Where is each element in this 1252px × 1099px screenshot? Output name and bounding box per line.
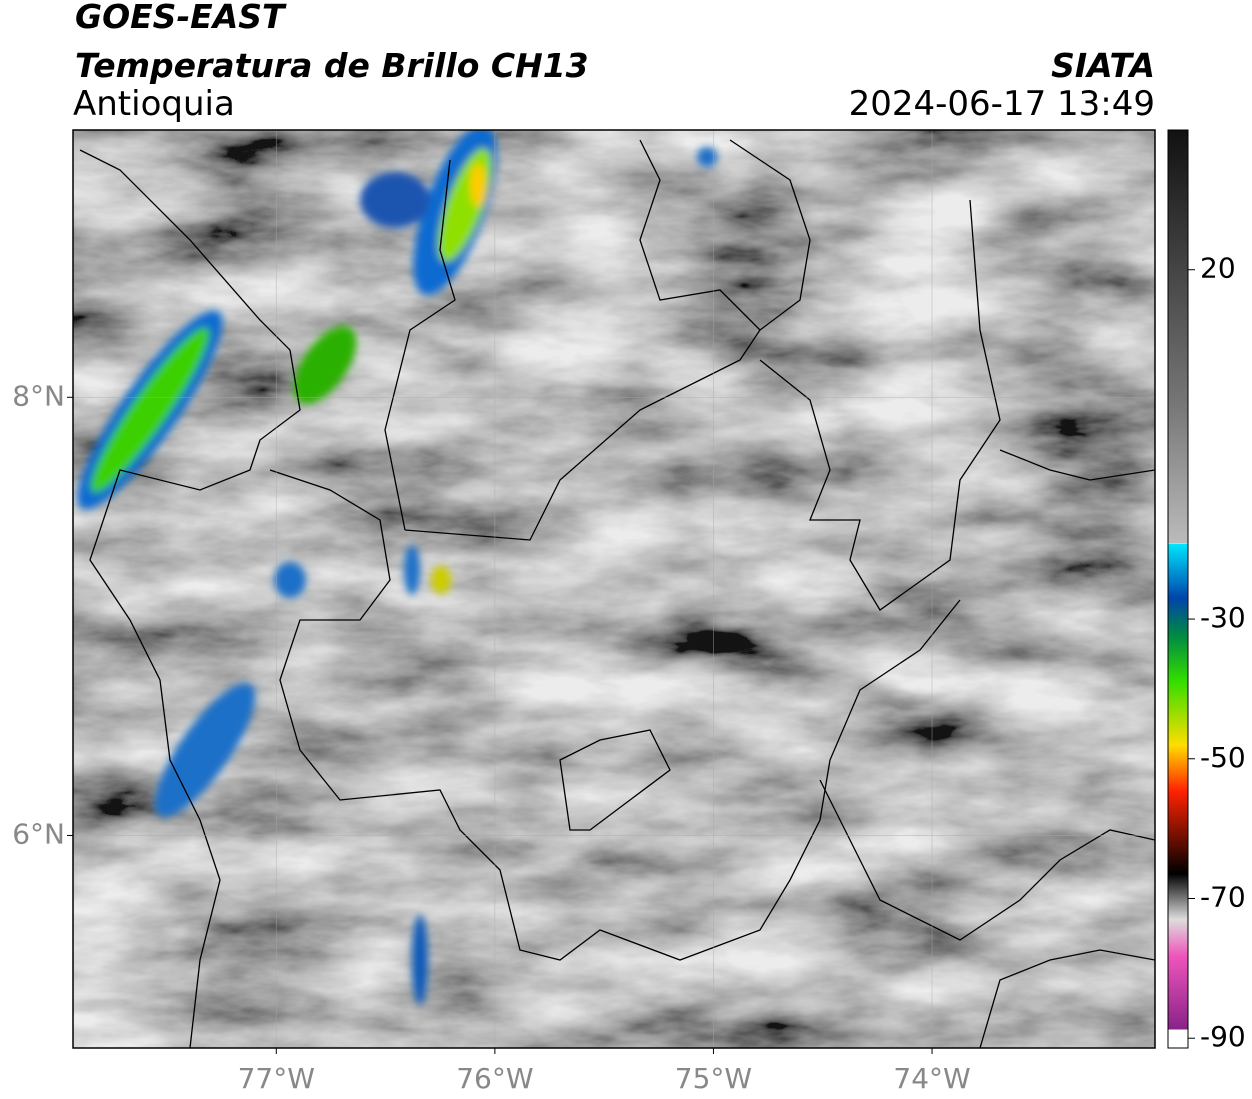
x-tick-label: 76°W bbox=[456, 1062, 533, 1095]
datetime: 2024-06-17 13:49 bbox=[849, 84, 1155, 124]
x-tick-label: 75°W bbox=[675, 1062, 752, 1095]
cloud-texture bbox=[73, 130, 1155, 1048]
product: Temperatura de Brillo CH13 bbox=[75, 46, 589, 85]
boundaries bbox=[79, 139, 1155, 1048]
colorbar bbox=[1167, 129, 1189, 1049]
x-tick-label: 74°W bbox=[893, 1062, 970, 1095]
colorbar-tick-label: 20 bbox=[1200, 252, 1236, 285]
cold-clouds bbox=[77, 130, 717, 1005]
colorbar-tick-label: -30 bbox=[1200, 601, 1246, 634]
colorbar-tick-label: -90 bbox=[1200, 1020, 1246, 1053]
colorbar-tick-label: -70 bbox=[1200, 880, 1246, 913]
satellite: GOES-EAST bbox=[75, 0, 287, 36]
y-tick-label: 6°N bbox=[12, 817, 65, 850]
region: Antioquia bbox=[73, 84, 235, 124]
gridlines bbox=[73, 130, 1155, 1048]
x-tick-label: 77°W bbox=[238, 1062, 315, 1095]
map-imagery bbox=[73, 130, 1155, 1048]
map-frame bbox=[72, 129, 1156, 1049]
organization: SIATA bbox=[1051, 46, 1155, 85]
y-tick-label: 8°N bbox=[12, 379, 65, 412]
colorbar-tick-label: -50 bbox=[1200, 741, 1246, 774]
